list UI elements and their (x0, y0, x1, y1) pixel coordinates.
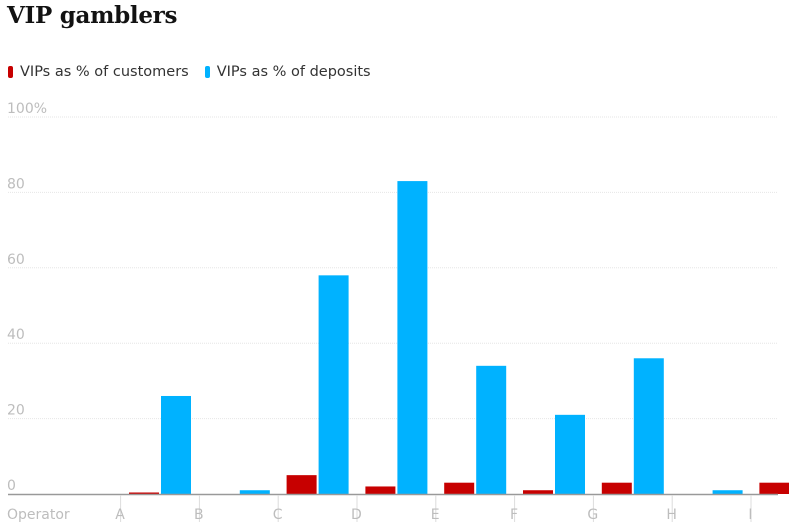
legend-swatch-customers (8, 66, 13, 78)
x-tick-label-I: I (748, 507, 752, 523)
bar-deposits-D (397, 181, 428, 494)
x-tick-label-D: D (351, 507, 362, 523)
x-axis: Operator A B C D E F G H I (7, 493, 778, 523)
legend-label-deposits: VIPs as % of deposits (216, 64, 371, 80)
legend-label-customers: VIPs as % of customers (20, 64, 189, 80)
bar-customers-A (129, 492, 159, 494)
bar-deposits-H (712, 490, 743, 494)
y-tick-label: 100% (7, 101, 47, 117)
legend: VIPs as % of customers VIPs as % of depo… (8, 64, 387, 80)
bar-customers-I (759, 482, 789, 494)
x-tick-label-B: B (194, 507, 204, 523)
x-tick-label-H: H (666, 507, 677, 523)
bar-customers-C (286, 475, 317, 494)
legend-item-customers: VIPs as % of customers (8, 64, 189, 80)
x-tick-label-C: C (273, 507, 283, 523)
x-tick-label-E: E (431, 507, 440, 523)
x-tick-label-F: F (510, 507, 518, 523)
bar-deposits-F (555, 414, 585, 494)
x-tick-label-G: G (587, 507, 598, 523)
bar-deposits-B (239, 490, 270, 494)
gridlines (8, 116, 778, 420)
y-tick-label: 40 (7, 327, 25, 343)
bar-deposits-A (161, 395, 191, 494)
y-tick-labels: 0 20 40 60 80 100% (7, 101, 47, 494)
legend-swatch-deposits (204, 66, 210, 78)
y-tick-label: 60 (7, 252, 25, 268)
bar-customers-G (601, 482, 632, 494)
bar-customers-D (365, 486, 396, 494)
y-tick-label: 20 (7, 403, 25, 419)
bar-deposits-E (476, 365, 507, 494)
x-axis-label: Operator (7, 507, 70, 523)
bar-customers-E (444, 482, 475, 494)
legend-item-deposits: VIPs as % of deposits (204, 64, 371, 80)
bar-customers-F (523, 490, 553, 494)
bars (129, 181, 789, 494)
bar-deposits-G (633, 358, 664, 494)
bar-deposits-C (318, 275, 349, 494)
chart-title: VIP gamblers (7, 2, 178, 29)
y-tick-label: 80 (7, 176, 25, 192)
x-tick-label-A: A (115, 507, 125, 523)
y-tick-label: 0 (7, 478, 16, 494)
